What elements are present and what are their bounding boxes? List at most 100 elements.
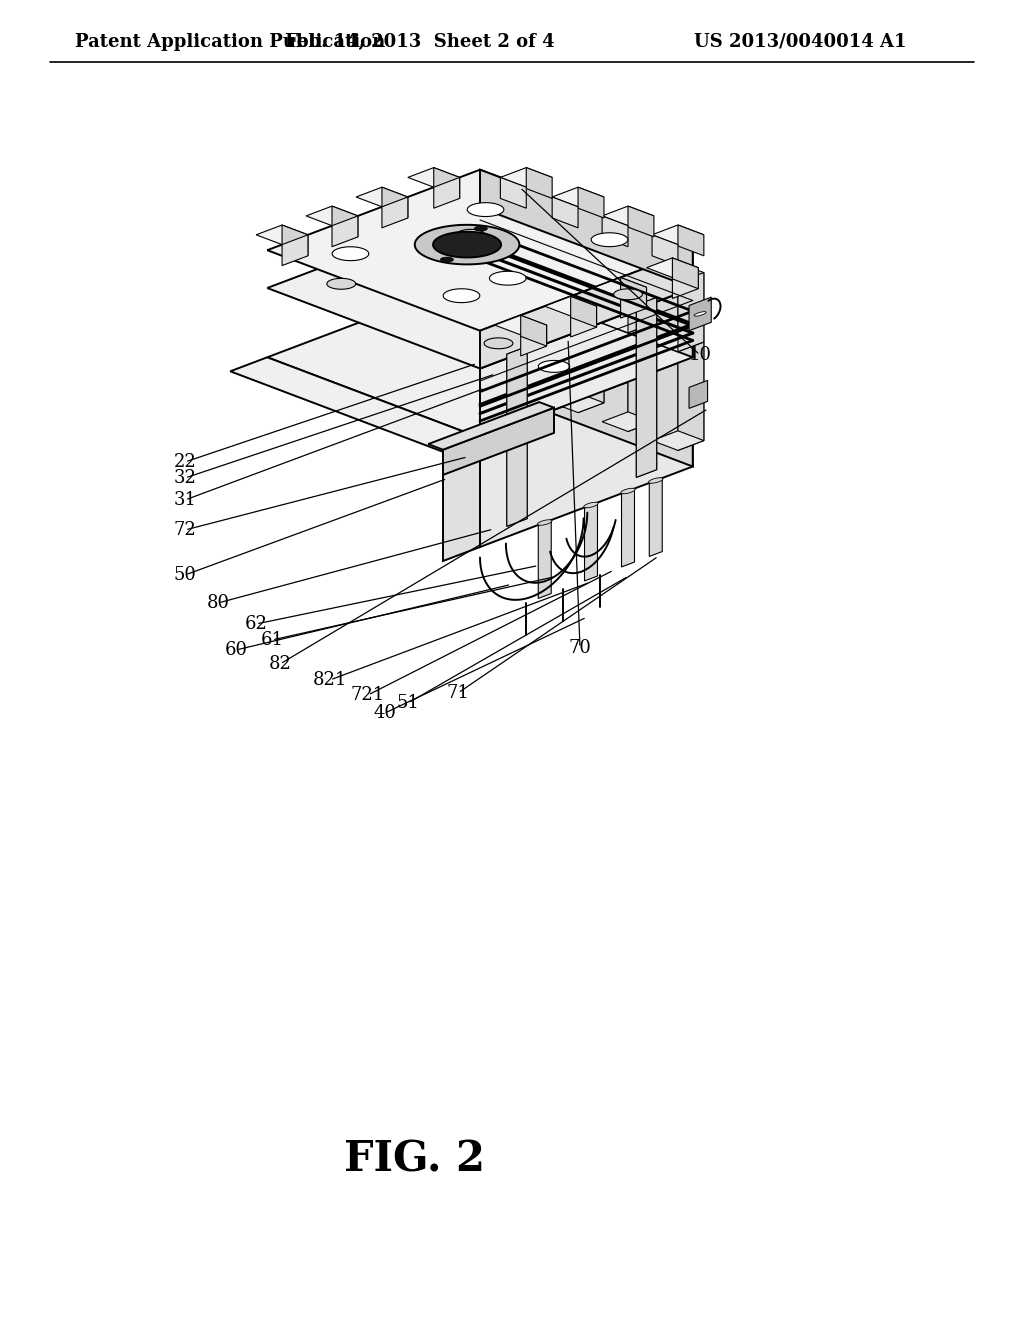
Polygon shape — [636, 297, 656, 478]
Polygon shape — [433, 232, 501, 257]
Polygon shape — [628, 253, 654, 333]
Polygon shape — [584, 503, 598, 508]
Polygon shape — [579, 235, 604, 314]
Polygon shape — [332, 247, 369, 260]
Polygon shape — [230, 358, 480, 451]
Polygon shape — [552, 187, 604, 207]
Polygon shape — [652, 333, 703, 351]
Polygon shape — [443, 438, 480, 561]
Polygon shape — [434, 168, 460, 198]
Polygon shape — [489, 272, 526, 285]
Polygon shape — [591, 232, 628, 247]
Polygon shape — [526, 285, 552, 393]
Polygon shape — [552, 197, 579, 228]
Polygon shape — [628, 244, 654, 323]
Polygon shape — [327, 279, 355, 289]
Polygon shape — [689, 297, 712, 331]
Polygon shape — [636, 297, 656, 478]
Polygon shape — [628, 323, 654, 432]
Polygon shape — [501, 168, 552, 187]
Text: 40: 40 — [374, 704, 396, 722]
Polygon shape — [480, 277, 693, 466]
Polygon shape — [570, 306, 597, 337]
Text: 62: 62 — [245, 615, 267, 634]
Polygon shape — [495, 315, 547, 335]
Polygon shape — [649, 478, 663, 557]
Polygon shape — [628, 313, 654, 421]
Polygon shape — [579, 294, 604, 403]
Text: 60: 60 — [224, 642, 248, 659]
Text: 31: 31 — [173, 491, 197, 510]
Text: 72: 72 — [174, 521, 197, 539]
Polygon shape — [673, 268, 698, 298]
Polygon shape — [552, 294, 604, 314]
Polygon shape — [501, 177, 526, 209]
Polygon shape — [306, 206, 358, 226]
Text: 70: 70 — [568, 639, 592, 657]
Polygon shape — [520, 315, 547, 346]
Polygon shape — [539, 360, 569, 372]
Polygon shape — [678, 224, 703, 256]
Polygon shape — [694, 312, 707, 317]
Polygon shape — [467, 203, 504, 216]
Polygon shape — [480, 288, 693, 438]
Polygon shape — [434, 177, 460, 209]
Polygon shape — [480, 251, 693, 368]
Polygon shape — [613, 289, 642, 300]
Polygon shape — [602, 412, 654, 432]
Polygon shape — [440, 257, 454, 263]
Polygon shape — [538, 520, 552, 525]
Polygon shape — [457, 230, 485, 240]
Polygon shape — [628, 206, 654, 236]
Text: Feb. 14, 2013  Sheet 2 of 4: Feb. 14, 2013 Sheet 2 of 4 — [286, 33, 555, 51]
Text: FIG. 2: FIG. 2 — [344, 1139, 485, 1181]
Polygon shape — [545, 297, 597, 315]
Polygon shape — [678, 342, 703, 450]
Text: 10: 10 — [688, 346, 712, 364]
Polygon shape — [484, 338, 513, 348]
Polygon shape — [443, 289, 480, 302]
Polygon shape — [256, 224, 308, 244]
Polygon shape — [652, 235, 678, 265]
Polygon shape — [646, 257, 698, 277]
Polygon shape — [595, 277, 646, 297]
Text: 821: 821 — [312, 671, 347, 689]
Polygon shape — [622, 488, 635, 568]
Polygon shape — [673, 257, 698, 289]
Polygon shape — [282, 235, 308, 265]
Text: 22: 22 — [174, 453, 197, 471]
Polygon shape — [552, 393, 604, 413]
Polygon shape — [332, 206, 358, 236]
Polygon shape — [526, 168, 552, 198]
Polygon shape — [501, 374, 552, 393]
Polygon shape — [539, 520, 551, 598]
Text: 82: 82 — [268, 655, 292, 673]
Text: 51: 51 — [396, 694, 420, 711]
Polygon shape — [570, 297, 597, 327]
Polygon shape — [332, 216, 358, 247]
Polygon shape — [602, 313, 654, 333]
Polygon shape — [474, 226, 487, 231]
Text: US 2013/0040014 A1: US 2013/0040014 A1 — [693, 33, 906, 51]
Polygon shape — [415, 224, 519, 264]
Polygon shape — [602, 216, 628, 247]
Polygon shape — [579, 304, 604, 413]
Polygon shape — [621, 488, 635, 494]
Polygon shape — [678, 333, 703, 441]
Polygon shape — [526, 275, 552, 383]
Text: 71: 71 — [446, 684, 469, 702]
Polygon shape — [678, 263, 703, 342]
Polygon shape — [480, 170, 693, 288]
Polygon shape — [501, 275, 552, 294]
Text: 80: 80 — [207, 594, 229, 612]
Polygon shape — [579, 224, 604, 304]
Polygon shape — [428, 403, 554, 450]
Polygon shape — [282, 224, 308, 256]
Polygon shape — [507, 346, 527, 527]
Polygon shape — [689, 380, 708, 408]
Text: 721: 721 — [351, 686, 385, 704]
Polygon shape — [652, 430, 703, 450]
Polygon shape — [507, 346, 527, 527]
Polygon shape — [652, 224, 703, 244]
Polygon shape — [267, 170, 693, 331]
